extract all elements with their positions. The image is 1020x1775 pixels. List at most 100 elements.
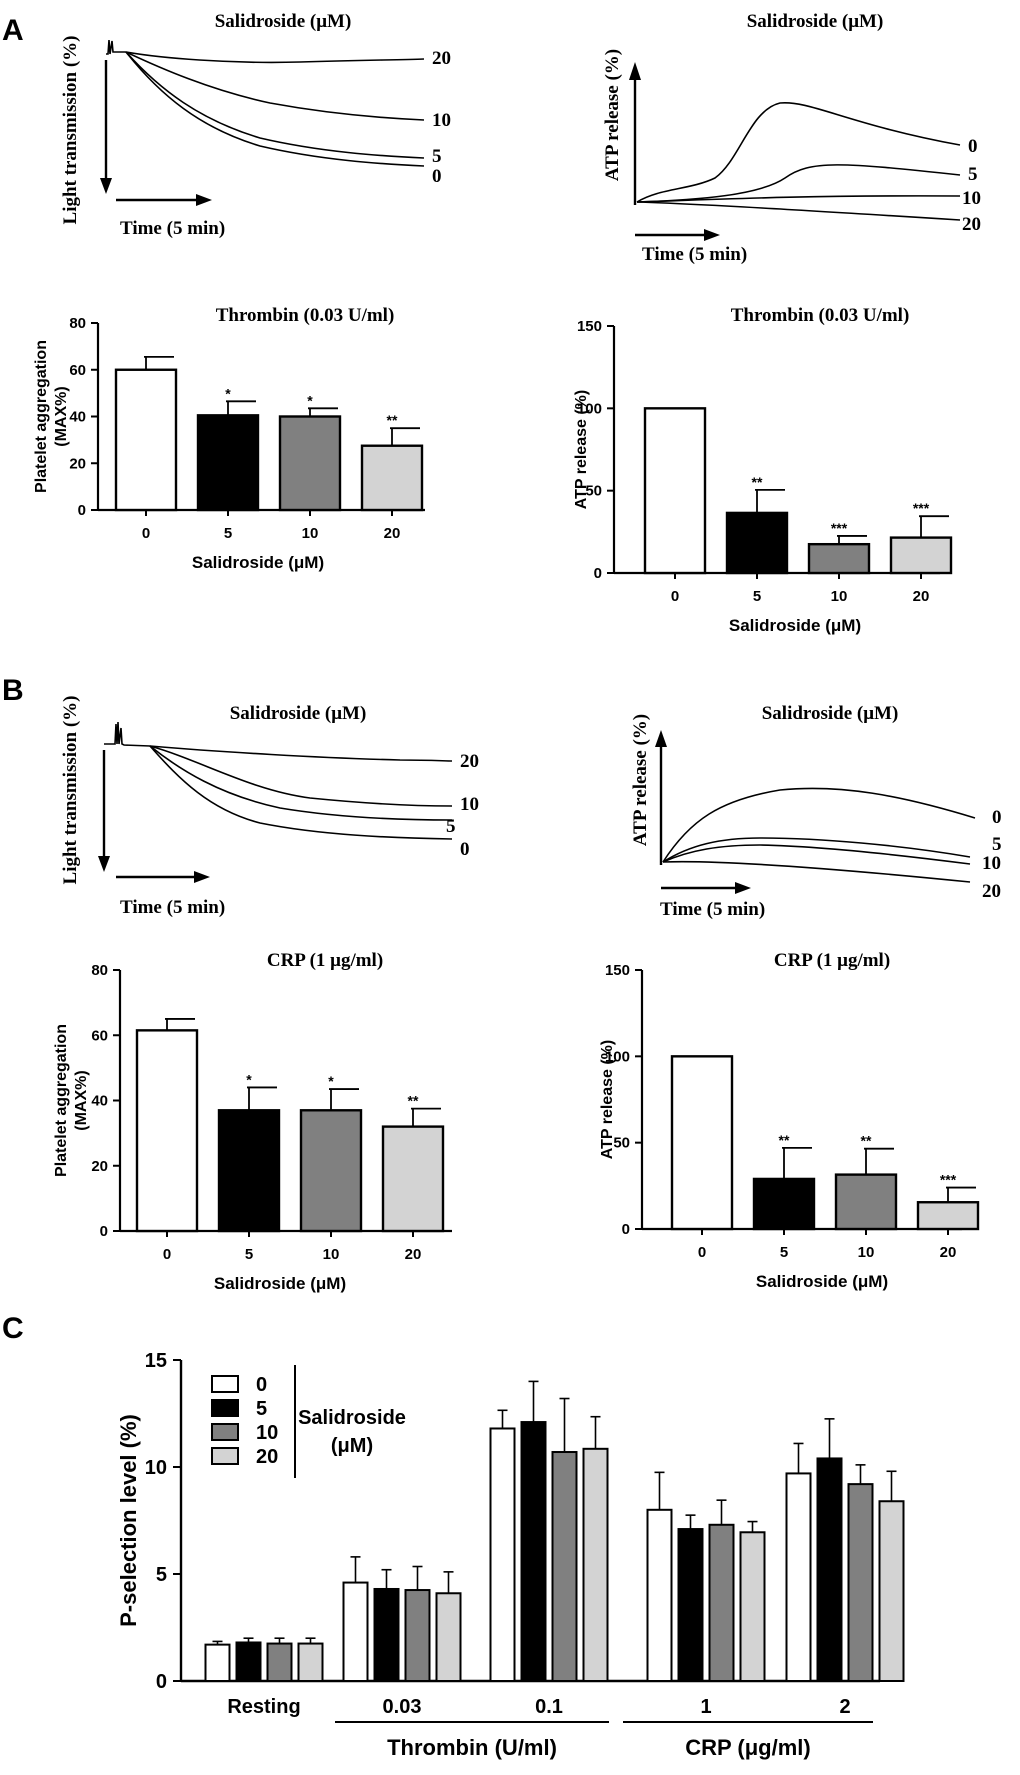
y-arrowhead bbox=[98, 856, 110, 872]
bar-5 bbox=[217, 1109, 281, 1233]
trace-title: Salidroside (μM) bbox=[762, 703, 899, 724]
x-tick-label: 20 bbox=[405, 1246, 422, 1263]
bar-0.1-dose-0 bbox=[489, 1427, 516, 1682]
curve-label-5: 5 bbox=[968, 164, 978, 185]
legend-swatch-20 bbox=[211, 1447, 239, 1465]
curve-label-20: 20 bbox=[460, 751, 479, 772]
curve-label-5: 5 bbox=[992, 834, 1002, 855]
bar-2-dose-0 bbox=[785, 1472, 812, 1683]
bar-0 bbox=[670, 1055, 734, 1231]
curve-label-5: 5 bbox=[446, 816, 456, 837]
y-tick-label: 150 bbox=[577, 318, 602, 335]
trace-a-aggregation: Salidroside (μM) Light transmission (%) … bbox=[60, 11, 451, 239]
x-tick-label: 1 bbox=[700, 1696, 711, 1718]
curve-0 bbox=[149, 745, 453, 840]
chart-title: CRP (1 μg/ml) bbox=[267, 950, 383, 971]
curve-label-0: 0 bbox=[992, 807, 1002, 828]
y-tick-label: 15 bbox=[145, 1350, 167, 1372]
chart-title: CRP (1 μg/ml) bbox=[774, 950, 890, 971]
curve-label-20: 20 bbox=[432, 48, 451, 69]
trace-xlabel: Time (5 min) bbox=[660, 899, 765, 920]
group-label: CRP (μg/ml) bbox=[685, 1735, 811, 1760]
x-arrowhead bbox=[196, 194, 212, 206]
y-tick-label: 60 bbox=[91, 1027, 108, 1044]
curve-0 bbox=[662, 787, 976, 863]
bar-1-dose-10 bbox=[708, 1523, 735, 1683]
bar-20 bbox=[916, 1201, 980, 1231]
bar-0.1-dose-5 bbox=[520, 1421, 547, 1683]
x-axis-label: Salidroside (μM) bbox=[756, 1272, 888, 1291]
y-axis-label: Platelet aggregation bbox=[33, 340, 50, 493]
significance-mark: * bbox=[328, 1073, 334, 1089]
y-tick-label: 10 bbox=[145, 1457, 167, 1479]
bar-0 bbox=[135, 1029, 199, 1233]
curve-0 bbox=[636, 101, 961, 203]
y-axis-label: P-selection level (%) bbox=[116, 1414, 141, 1627]
x-tick-label: 5 bbox=[753, 588, 761, 605]
y-tick-label: 0 bbox=[156, 1671, 167, 1693]
trace-a-atp: Salidroside (μM) ATP release (%) Time (5… bbox=[602, 11, 981, 265]
curve-10 bbox=[125, 51, 425, 121]
y-tick-label: 100 bbox=[577, 400, 602, 417]
x-tick-label: 5 bbox=[780, 1244, 788, 1261]
trace-ylabel: Light transmission (%) bbox=[60, 696, 81, 885]
y-tick-label: 50 bbox=[585, 483, 602, 500]
bar-10 bbox=[278, 415, 342, 512]
bar-chart-a-aggregation: Thrombin (0.03 U/ml) 0 20 40 60 80 Platelet ag… bbox=[33, 305, 425, 572]
significance-mark: ** bbox=[779, 1132, 790, 1148]
legend-title: (μM) bbox=[331, 1435, 373, 1457]
curve-label-10: 10 bbox=[982, 853, 1001, 874]
y-tick-label: 0 bbox=[622, 1221, 630, 1238]
bar-0 bbox=[643, 407, 707, 575]
x-tick-label: 0.1 bbox=[535, 1696, 563, 1718]
chart-title: Thrombin (0.03 U/ml) bbox=[216, 305, 395, 326]
y-tick-label: 80 bbox=[69, 315, 86, 332]
y-axis-label: (MAX%) bbox=[73, 1070, 90, 1130]
significance-mark: * bbox=[307, 392, 313, 408]
legend-label-10: 10 bbox=[256, 1422, 278, 1444]
curve-label-10: 10 bbox=[460, 794, 479, 815]
bar-2-dose-20 bbox=[878, 1500, 905, 1682]
legend-label-5: 5 bbox=[256, 1398, 267, 1420]
significance-mark: * bbox=[246, 1071, 252, 1087]
y-axis-label: (MAX%) bbox=[53, 386, 70, 446]
x-tick-label: 20 bbox=[384, 525, 401, 542]
legend-label-0: 0 bbox=[256, 1374, 267, 1396]
significance-mark: ** bbox=[752, 474, 763, 490]
x-axis-label: Salidroside (μM) bbox=[729, 616, 861, 635]
bar-20 bbox=[381, 1125, 445, 1233]
bar-0 bbox=[114, 368, 178, 512]
significance-mark: ** bbox=[861, 1133, 872, 1149]
x-tick-label: 0 bbox=[698, 1244, 706, 1261]
y-axis-label: ATP release (%) bbox=[599, 1040, 616, 1159]
panel-letter-a: A bbox=[2, 14, 24, 47]
y-tick-label: 20 bbox=[91, 1158, 108, 1175]
y-tick-label: 100 bbox=[605, 1048, 630, 1065]
x-tick-label: 0 bbox=[671, 588, 679, 605]
bar-1-dose-5 bbox=[677, 1528, 704, 1683]
curve-20 bbox=[125, 51, 425, 64]
curve-label-5: 5 bbox=[432, 146, 442, 167]
legend-title: Salidroside bbox=[298, 1407, 406, 1429]
bar-Resting-dose-10 bbox=[266, 1642, 293, 1683]
y-axis-label: ATP release (%) bbox=[573, 390, 590, 509]
trace-title: Salidroside (μM) bbox=[230, 703, 367, 724]
bar-5 bbox=[752, 1177, 816, 1231]
x-tick-label: 0.03 bbox=[383, 1696, 422, 1718]
curve-10 bbox=[662, 844, 971, 865]
bar-0.03-dose-5 bbox=[373, 1587, 400, 1682]
x-tick-label: 5 bbox=[224, 525, 232, 542]
significance-mark: * bbox=[225, 385, 231, 401]
y-tick-label: 150 bbox=[605, 962, 630, 979]
x-axis-label: Salidroside (μM) bbox=[192, 553, 324, 572]
curve-5 bbox=[662, 837, 971, 863]
bar-20 bbox=[360, 444, 424, 512]
x-tick-label: 0 bbox=[142, 525, 150, 542]
y-arrowhead bbox=[655, 730, 667, 747]
curve-label-10: 10 bbox=[962, 188, 981, 209]
bar-2-dose-5 bbox=[816, 1457, 843, 1682]
bar-0.1-dose-20 bbox=[582, 1447, 609, 1683]
